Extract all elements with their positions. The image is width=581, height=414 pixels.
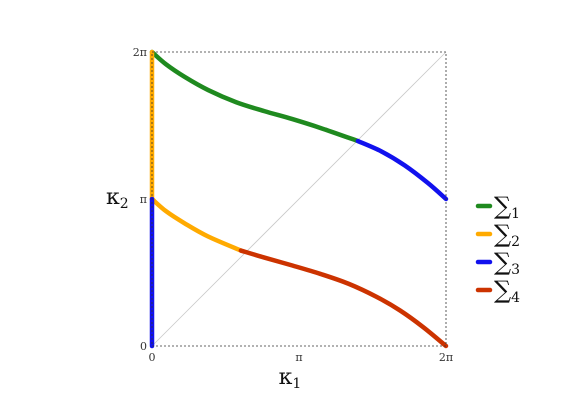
legend-label-3: ∑3 [494, 248, 520, 278]
x-tick-label-3: 2π [439, 351, 453, 364]
plot-frame [151, 51, 447, 347]
x-axis-label: κ1 [279, 365, 302, 392]
legend-item-1: ∑1 [475, 192, 520, 222]
legend-item-3: ∑3 [475, 248, 520, 278]
plot-area [149, 49, 449, 349]
legend-label-1: ∑1 [494, 192, 520, 222]
y-tick-label-2: π [140, 193, 147, 206]
x-axis-label-sub: 1 [292, 376, 301, 392]
y-axis-label: κ2 [106, 185, 129, 212]
diagonal-line [151, 51, 447, 347]
series-line-4 [238, 248, 449, 349]
legend: ∑1∑2∑3∑4 [475, 192, 520, 306]
legend-label-4: ∑4 [494, 276, 520, 306]
x-tick-label-1: 0 [149, 351, 156, 364]
legend-item-2: ∑2 [475, 220, 520, 250]
y-tick-label-3: 2π [133, 46, 147, 59]
series-line-1 [149, 49, 361, 144]
legend-label-2: ∑2 [494, 220, 520, 250]
axes: 0 π 2π 0 π 2π [133, 46, 453, 364]
series-line-2 [355, 138, 449, 202]
legend-item-4: ∑4 [475, 276, 520, 306]
y-axis-label-main: κ [106, 185, 120, 210]
series-line-3 [149, 196, 244, 253]
x-axis-label-main: κ [279, 365, 293, 390]
x-tick-label-2: π [295, 351, 302, 364]
y-tick-label-1: 0 [140, 340, 147, 353]
y-axis-label-sub: 2 [120, 196, 129, 212]
